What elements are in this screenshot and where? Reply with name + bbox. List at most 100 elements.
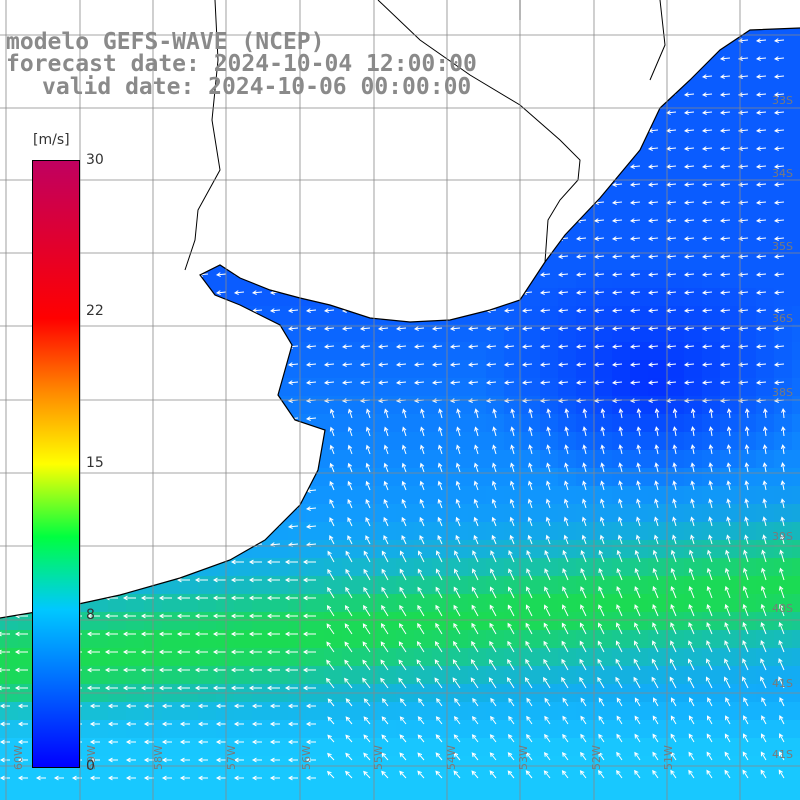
wind-arrow	[269, 703, 280, 709]
wind-arrow	[471, 734, 479, 743]
wind-arrow	[383, 498, 389, 509]
wind-arrow	[437, 480, 443, 491]
wind-arrow	[507, 658, 515, 671]
wind-arrow	[600, 426, 606, 437]
wind-arrow	[773, 362, 785, 367]
wind-arrow	[453, 770, 461, 779]
wind-arrow	[561, 751, 569, 761]
wind-arrow	[672, 534, 677, 545]
wind-arrow	[399, 734, 407, 743]
wind-arrow	[598, 567, 605, 581]
wind-arrow	[363, 568, 371, 581]
wind-arrow	[453, 752, 461, 761]
wind-arrow	[107, 703, 118, 709]
wind-arrow	[647, 200, 659, 205]
wind-arrow	[437, 516, 443, 527]
longitude-label: 51W	[662, 745, 675, 770]
wind-arrow	[611, 182, 623, 187]
wind-arrow	[672, 426, 678, 437]
wind-arrow	[670, 751, 677, 761]
longitude-label: 56W	[300, 745, 313, 770]
forecast-date: forecast date: 2024-10-04 12:00:00	[6, 51, 477, 77]
wind-arrow	[107, 775, 118, 781]
wind-arrow	[719, 146, 731, 151]
wind-arrow	[305, 757, 316, 763]
wind-arrow	[719, 380, 731, 385]
wind-arrow	[453, 715, 461, 725]
wind-arrow	[381, 716, 389, 725]
wind-arrow	[143, 775, 154, 781]
wind-arrow	[176, 631, 190, 637]
wind-arrow	[233, 739, 244, 745]
wind-arrow	[683, 290, 695, 295]
wind-arrow	[780, 426, 786, 437]
wind-arrow	[158, 613, 172, 619]
wind-arrow	[345, 550, 353, 563]
model-title: modelo GEFS-WAVE (NCEP)	[6, 29, 325, 55]
wind-arrow	[347, 462, 353, 473]
wind-arrow	[107, 721, 118, 727]
wind-arrow	[634, 622, 641, 635]
wind-arrow	[248, 649, 262, 655]
colorbar-tick-30: 30	[86, 152, 104, 168]
wind-arrow	[543, 676, 551, 689]
wind-arrow	[380, 623, 389, 635]
wind-arrow	[780, 534, 785, 545]
wind-arrow	[611, 200, 623, 205]
wind-arrow	[773, 236, 785, 241]
wind-arrow	[580, 586, 587, 599]
wind-arrow	[347, 498, 353, 509]
wind-arrow	[434, 677, 443, 689]
wind-arrow	[510, 444, 515, 455]
wind-arrow	[401, 444, 407, 455]
wind-arrow	[420, 426, 425, 437]
wind-arrow	[737, 254, 749, 259]
wind-arrow	[539, 290, 551, 295]
wind-arrow	[14, 649, 28, 655]
wind-arrow	[633, 658, 641, 671]
wind-arrow	[366, 408, 371, 419]
wind-arrow	[302, 559, 316, 565]
wind-arrow	[474, 444, 479, 455]
wind-arrow	[744, 480, 750, 491]
wind-arrow	[363, 770, 371, 779]
wind-arrow	[719, 254, 731, 259]
wind-arrow	[398, 641, 407, 653]
wind-arrow	[690, 408, 696, 419]
wind-arrow	[344, 605, 353, 617]
wind-arrow	[779, 715, 785, 725]
wind-arrow	[417, 734, 425, 743]
wind-arrow	[708, 462, 714, 473]
wind-arrow	[582, 426, 587, 437]
wind-arrow	[780, 444, 786, 455]
wind-arrow	[755, 164, 767, 169]
wind-arrow	[435, 752, 443, 761]
wind-arrow	[347, 408, 353, 419]
wind-arrow	[402, 426, 407, 437]
wind-arrow	[737, 380, 749, 385]
wind-arrow	[755, 326, 767, 331]
wind-arrow	[329, 480, 335, 491]
wind-arrow	[401, 534, 407, 545]
wind-arrow	[647, 290, 659, 295]
wind-arrow	[194, 649, 208, 655]
wind-arrow	[230, 559, 244, 565]
wind-arrow	[672, 480, 677, 491]
wind-arrow	[778, 621, 785, 635]
wind-arrow	[377, 326, 389, 331]
wind-arrow	[744, 426, 750, 437]
wind-arrow	[636, 444, 642, 455]
wind-arrow	[197, 721, 208, 727]
wind-arrow	[266, 631, 280, 637]
wind-arrow	[773, 164, 785, 169]
wind-arrow	[287, 775, 298, 781]
wind-arrow	[760, 621, 767, 635]
wind-arrow	[305, 308, 317, 313]
wind-arrow	[629, 218, 641, 223]
wind-arrow	[611, 380, 623, 385]
wind-arrow	[383, 534, 389, 545]
wind-arrow	[647, 164, 659, 169]
wind-arrow	[489, 752, 497, 761]
wind-arrow	[431, 362, 443, 367]
wind-arrow	[600, 480, 605, 491]
